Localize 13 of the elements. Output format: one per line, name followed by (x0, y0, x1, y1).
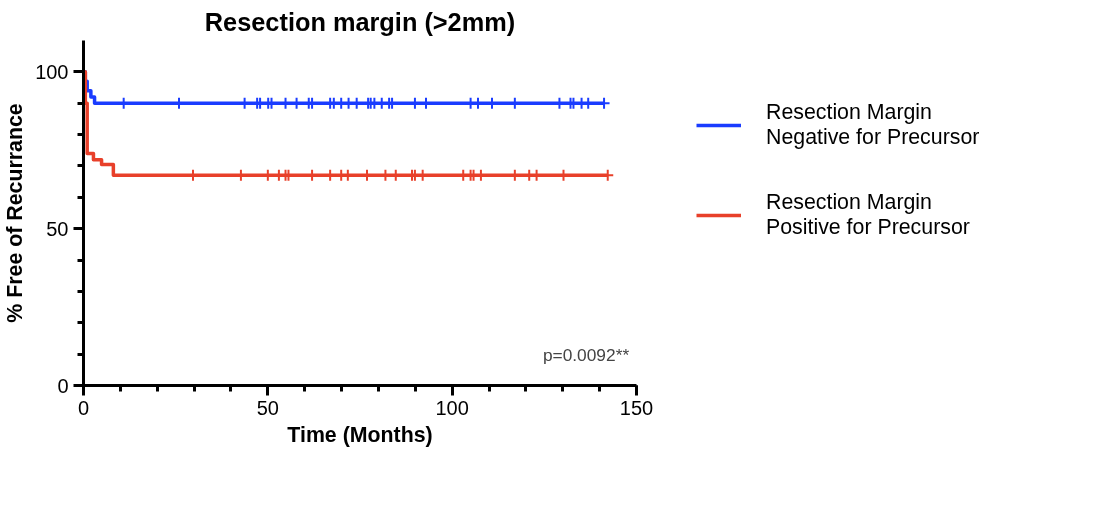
y-tick-label: 100 (35, 60, 69, 83)
x-tick-label: 150 (619, 396, 654, 419)
annotation: p=0.0092** (542, 344, 630, 365)
y-tick-label: 0 (57, 374, 69, 397)
x-tick-label: 0 (77, 396, 90, 419)
legend-label: Resection Margin Negative for Precursor (766, 100, 980, 150)
chart-title: Resection margin (>2mm) (204, 7, 516, 36)
x-tick-label: 100 (435, 396, 469, 419)
y-tick-label: 50 (46, 217, 69, 240)
x-axis-title: Time (Months) (287, 422, 433, 447)
legend-label: Resection Margin Positive for Precursor (766, 190, 970, 240)
x-tick-label: 50 (256, 396, 279, 419)
y-axis-title: % Free of Recurrance (3, 103, 28, 323)
